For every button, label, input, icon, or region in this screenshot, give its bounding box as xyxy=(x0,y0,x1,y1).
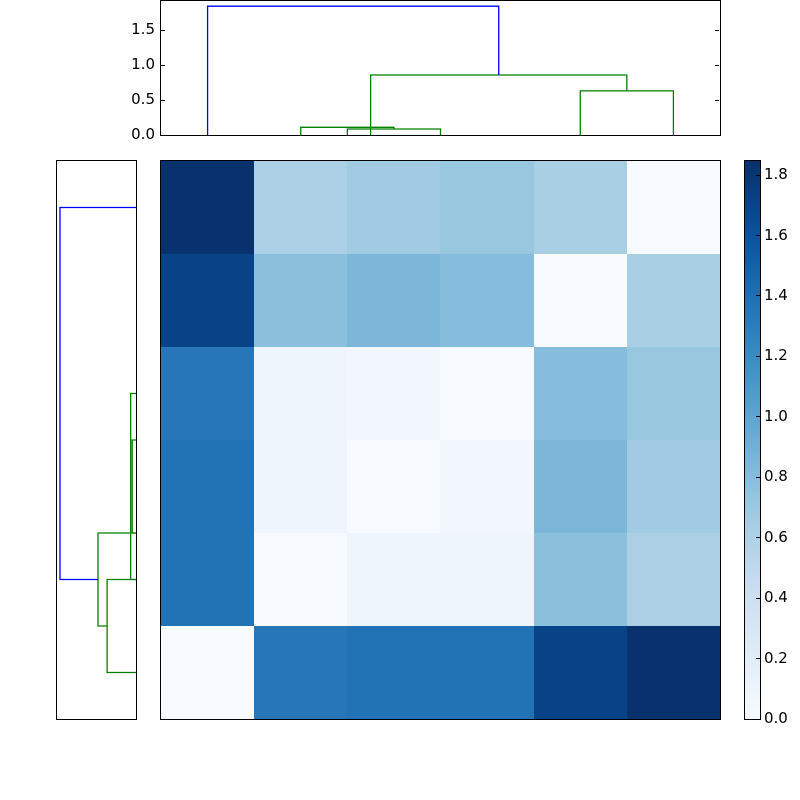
heatmap-cell xyxy=(254,626,348,719)
heatmap-cell xyxy=(440,161,534,254)
heatmap-cell xyxy=(347,254,441,347)
dendrogram-link xyxy=(300,126,395,135)
colorbar-gradient xyxy=(745,161,760,719)
heatmap-cell xyxy=(533,440,627,533)
top-dendrogram-tick-label: 0.5 xyxy=(131,90,155,108)
top-dendrogram-tick-mark xyxy=(161,99,165,101)
dendrogram-link xyxy=(346,128,442,135)
heatmap-cell xyxy=(533,161,627,254)
heatmap-cell xyxy=(254,533,348,626)
heatmap-cell xyxy=(533,254,627,347)
top-dendrogram-tick-mark xyxy=(715,64,719,66)
colorbar-tick-mark xyxy=(756,476,761,478)
dendrogram-link xyxy=(131,439,136,534)
colorbar-tick-mark xyxy=(756,355,761,357)
heatmap-cell xyxy=(347,626,441,719)
colorbar-tick-label: 0.6 xyxy=(764,527,788,546)
heatmap-cell xyxy=(440,533,534,626)
colorbar-tick-label: 1.4 xyxy=(764,285,788,304)
colorbar-tick-mark xyxy=(756,537,761,539)
top-dendrogram-tick-label: 1.5 xyxy=(131,20,155,38)
heatmap-cell xyxy=(440,440,534,533)
heatmap-cell xyxy=(347,161,441,254)
dendrogram-link xyxy=(369,74,628,135)
heatmap-cell xyxy=(161,440,255,533)
colorbar-tick-label: 1.6 xyxy=(764,225,788,244)
colorbar-tick-label: 1.2 xyxy=(764,346,788,365)
heatmap-cell xyxy=(347,347,441,440)
heatmap-cell xyxy=(161,161,255,254)
top-dendrogram-tick-mark xyxy=(161,29,165,31)
left-dendrogram-axes xyxy=(56,160,137,720)
top-dendrogram-tick-mark xyxy=(715,29,719,31)
top-dendrogram-tick-mark xyxy=(161,64,165,66)
heatmap-cell xyxy=(254,161,348,254)
colorbar-tick-label: 0.0 xyxy=(764,709,788,727)
heatmap-cell xyxy=(254,254,348,347)
heatmap-cell xyxy=(626,626,720,719)
heatmap-cell xyxy=(440,347,534,440)
top-dendrogram-tick-label: 1.0 xyxy=(131,55,155,73)
heatmap-cell xyxy=(254,347,348,440)
heatmap-cell xyxy=(626,254,720,347)
heatmap-cell xyxy=(161,626,255,719)
dendrogram-link xyxy=(106,578,136,674)
top-dendrogram-tick-mark xyxy=(715,134,719,136)
heatmap-cell xyxy=(533,533,627,626)
top-dendrogram-tick-mark xyxy=(161,134,165,136)
heatmap-grid xyxy=(161,161,720,719)
heatmap-cell xyxy=(161,254,255,347)
colorbar-tick-mark xyxy=(756,658,761,660)
heatmap-cell xyxy=(161,347,255,440)
colorbar-tick-mark xyxy=(756,295,761,297)
colorbar-tick-label: 0.4 xyxy=(764,588,788,607)
top-dendrogram xyxy=(206,5,675,135)
colorbar-tick-mark xyxy=(756,235,761,237)
top-dendrogram-tick-mark xyxy=(715,99,719,101)
heatmap-axes xyxy=(160,160,721,720)
dendrogram-link xyxy=(579,90,675,135)
heatmap-cell xyxy=(626,533,720,626)
colorbar-tick-mark xyxy=(756,174,761,176)
heatmap-cell xyxy=(440,626,534,719)
heatmap-cell xyxy=(626,161,720,254)
colorbar-tick-label: 1.0 xyxy=(764,406,788,425)
heatmap-cell xyxy=(626,347,720,440)
top-dendrogram-axes xyxy=(160,0,721,136)
dendrogram-link xyxy=(130,392,136,581)
heatmap-cell xyxy=(347,440,441,533)
colorbar-tick-label: 1.8 xyxy=(764,165,788,184)
colorbar-tick-mark xyxy=(756,597,761,599)
heatmap-cell xyxy=(440,254,534,347)
heatmap-cell xyxy=(626,440,720,533)
colorbar-tick-label: 0.2 xyxy=(764,648,788,667)
dendrogram-link xyxy=(59,206,136,581)
heatmap-cell xyxy=(533,626,627,719)
heatmap-cell xyxy=(533,347,627,440)
colorbar-tick-label: 0.8 xyxy=(764,467,788,486)
colorbar-tick-mark xyxy=(756,416,761,418)
top-dendrogram-tick-label: 0.0 xyxy=(131,125,155,143)
left-dendrogram xyxy=(59,206,136,674)
heatmap-cell xyxy=(347,533,441,626)
dendrogram-link xyxy=(206,5,500,135)
heatmap-cell xyxy=(254,440,348,533)
heatmap-cell xyxy=(161,533,255,626)
colorbar-tick-mark xyxy=(756,718,761,720)
colorbar xyxy=(744,160,761,720)
